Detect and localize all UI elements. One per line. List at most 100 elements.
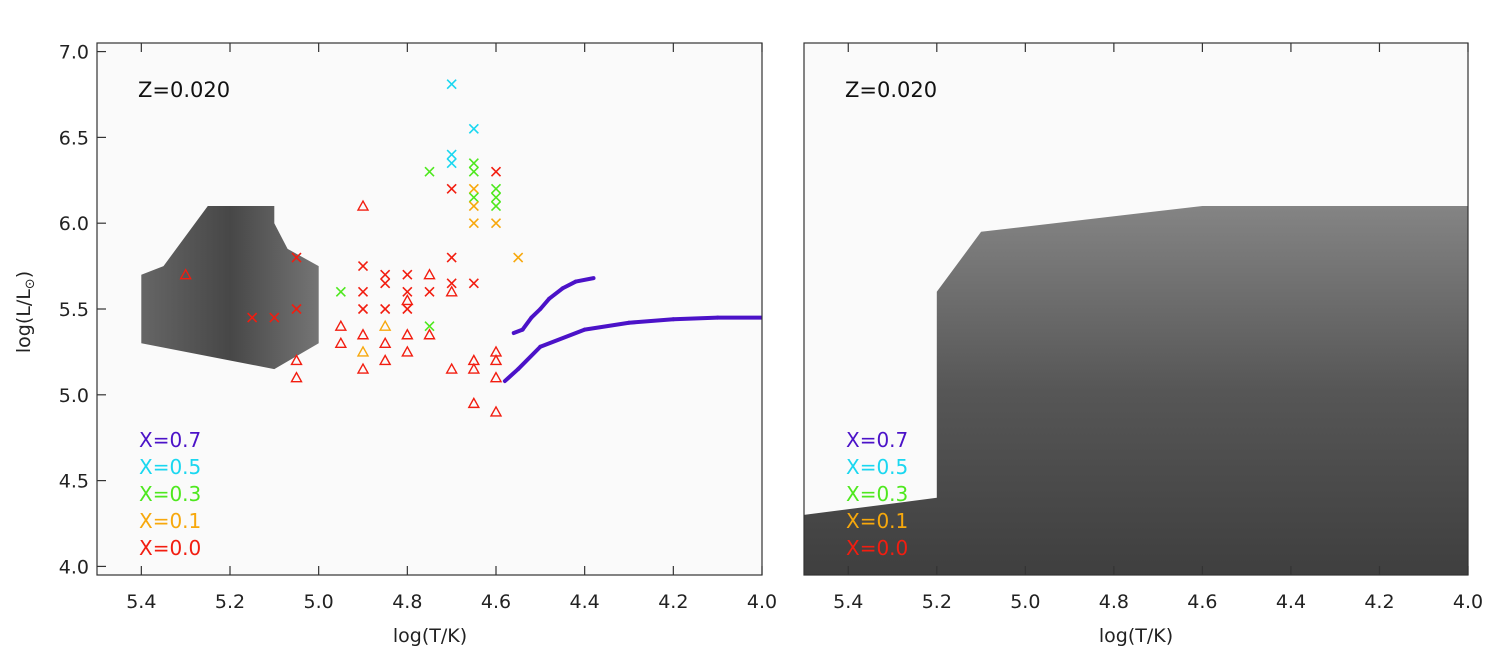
left-x-marker [490, 192, 502, 203]
left-triangle-marker [445, 285, 458, 297]
left-legend-entry: X=0.1 [139, 509, 201, 533]
left-x-marker [380, 278, 391, 289]
left-track-segment [573, 276, 596, 284]
left-track-segment [582, 320, 631, 332]
left-track-segment [671, 315, 720, 322]
left-x-marker [513, 252, 524, 263]
left-x-marker [468, 278, 479, 289]
left-legend-entry: X=0.7 [139, 428, 201, 452]
left-triangle-marker [356, 328, 370, 340]
right-x-axis-label: log(T/K) [1099, 625, 1173, 647]
left-x-tick-label: 4.4 [570, 591, 600, 613]
left-x-marker [269, 312, 280, 323]
left-shaded-region-group [141, 206, 319, 370]
left-track-segment [627, 317, 676, 325]
left-track-segment [538, 327, 587, 349]
left-x-marker [380, 269, 391, 280]
left-x-marker [402, 286, 413, 297]
left-track-segment [547, 286, 565, 301]
right-x-ticks: 5.4 5.2 5.0 4.8 4.6 4.4 4.2 4.0 [833, 43, 1483, 613]
right-x-tick-label: 4.2 [1364, 591, 1394, 613]
left-markers [179, 79, 524, 417]
left-x-marker [490, 200, 502, 212]
left-y-tick-label: 5.5 [59, 299, 89, 321]
left-triangle-marker [334, 336, 348, 349]
left-x-marker [446, 252, 457, 263]
left-triangle-marker [334, 319, 348, 331]
left-x-marker [468, 158, 479, 169]
left-triangle-marker [401, 328, 414, 340]
left-track-segment [538, 296, 552, 311]
left-evolution-tracks [502, 276, 762, 384]
left-triangle-marker [378, 319, 392, 331]
left-triangle-marker [356, 199, 370, 211]
left-y-ticks: 4.0 4.5 5.0 5.5 6.0 6.5 7.0 [59, 42, 106, 578]
left-x-marker [446, 183, 457, 194]
left-track-segment [529, 307, 543, 320]
left-x-marker [468, 166, 479, 177]
right-shaded-region-group [804, 206, 1468, 575]
left-panel: 5.4 5.2 5.0 4.8 4.6 4.4 4.2 4.0 4.0 4.5 5.0 5.5 6.0… [13, 42, 777, 647]
left-triangle-marker [401, 345, 414, 357]
left-triangle-marker [423, 328, 436, 340]
left-x-marker [446, 278, 457, 289]
left-x-marker [468, 218, 479, 229]
ylabel-close: ) [13, 271, 35, 278]
left-x-marker [335, 286, 346, 297]
left-triangle-marker [489, 371, 503, 383]
left-x-tick-label: 5.0 [304, 591, 334, 613]
left-x-tick-label: 4.0 [747, 591, 777, 613]
left-x-axis-label: log(T/K) [393, 625, 467, 647]
left-track-segment [516, 344, 543, 372]
left-x-marker [402, 303, 413, 315]
left-y-tick-label: 7.0 [59, 42, 89, 64]
left-x-marker [468, 200, 479, 212]
left-legend-entry: X=0.0 [139, 536, 201, 560]
right-x-tick-label: 5.0 [1010, 591, 1040, 613]
right-x-tick-label: 5.2 [922, 591, 952, 613]
ylabel-symbol: ⊙ [23, 278, 38, 289]
right-x-tick-label: 4.4 [1276, 591, 1306, 613]
left-triangle-marker [489, 354, 503, 366]
left-triangle-marker [378, 336, 392, 349]
right-legend-entry: X=0.3 [846, 482, 908, 506]
left-x-marker [402, 269, 413, 280]
left-x-tick-label: 5.4 [126, 591, 156, 613]
right-shaded-region [804, 206, 1468, 575]
left-triangle-marker [401, 293, 414, 306]
right-plot-frame [803, 42, 1469, 576]
left-y-tick-label: 6.5 [59, 127, 89, 149]
left-x-marker [357, 286, 369, 297]
left-y-tick-label: 4.5 [59, 471, 89, 493]
right-annotation: Z=0.020 [845, 78, 937, 102]
left-track-segment [560, 279, 578, 291]
left-x-marker [468, 123, 479, 134]
left-triangle-marker [356, 345, 370, 357]
left-x-marker [424, 321, 435, 332]
left-legend-entry: X=0.5 [139, 455, 201, 479]
left-triangle-marker [378, 354, 392, 366]
right-x-tick-label: 4.8 [1099, 591, 1129, 613]
right-legend-entry: X=0.0 [846, 536, 908, 560]
left-triangle-marker [179, 268, 192, 280]
left-x-marker [446, 158, 457, 169]
right-legend-entry: X=0.1 [846, 509, 908, 533]
left-x-ticks: 5.4 5.2 5.0 4.8 4.6 4.4 4.2 4.0 [126, 43, 777, 613]
left-x-tick-label: 5.2 [215, 591, 245, 613]
left-legend: X=0.7 X=0.5 X=0.3 X=0.1 X=0.0 [139, 428, 201, 560]
left-x-marker [291, 252, 302, 263]
left-x-marker [357, 303, 369, 315]
left-x-marker [490, 183, 502, 194]
left-x-marker [468, 192, 479, 203]
left-track-segment [520, 315, 534, 332]
left-triangle-marker [467, 362, 481, 374]
left-y-tick-label: 5.0 [59, 385, 89, 407]
left-x-marker [490, 218, 502, 229]
left-y-tick-label: 6.0 [59, 213, 89, 235]
left-x-marker [424, 166, 435, 177]
left-triangle-marker [489, 405, 503, 417]
left-triangle-marker [290, 371, 303, 383]
left-shaded-region [141, 206, 319, 370]
left-triangle-marker [356, 362, 370, 374]
left-y-axis-label: log(L/L⊙) [13, 271, 38, 353]
